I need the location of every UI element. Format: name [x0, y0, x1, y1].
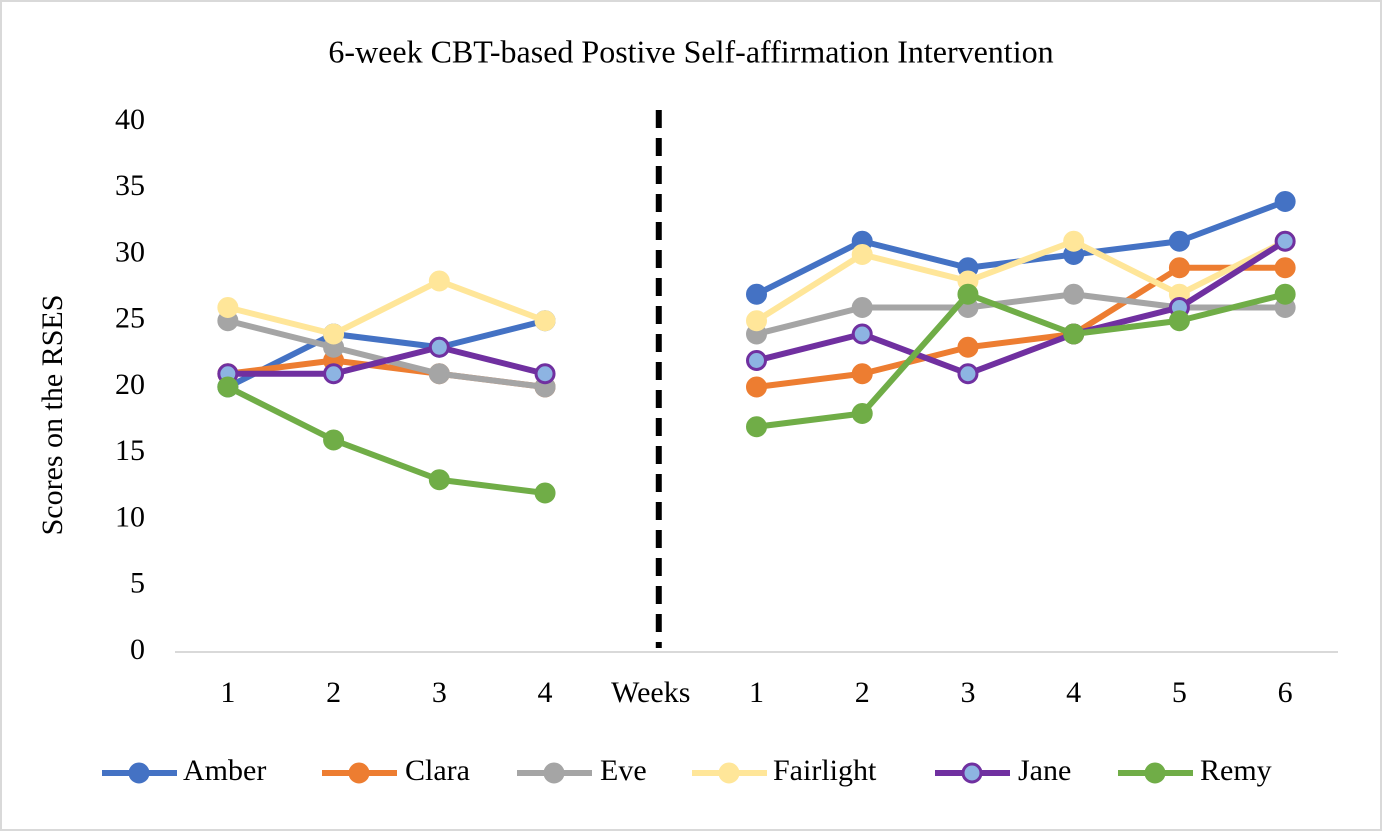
point [851, 244, 873, 265]
point [746, 283, 767, 305]
point [428, 363, 450, 385]
legend-marker [128, 762, 150, 784]
x-tick-label: 4 [538, 676, 553, 709]
x-tick-label: 2 [855, 676, 870, 709]
y-tick-label: 15 [115, 434, 145, 467]
x-tick-label: 1 [220, 676, 235, 709]
legend-label: Clara [405, 754, 470, 787]
point [851, 403, 873, 424]
legend-marker [718, 762, 740, 784]
x-tick-label: 1 [749, 676, 764, 709]
point [746, 376, 767, 398]
point [217, 297, 239, 318]
chart-title: 6-week CBT-based Postive Self-affirmatio… [328, 33, 1053, 69]
point [428, 336, 450, 358]
y-tick-label: 0 [130, 633, 145, 666]
legend-marker [961, 762, 983, 784]
point [957, 363, 979, 385]
x-tick-label: Weeks [611, 676, 690, 709]
legend-marker [543, 762, 565, 784]
point [746, 416, 767, 438]
x-tick-label: 6 [1278, 676, 1293, 709]
point [746, 310, 767, 332]
y-tick-label: 40 [115, 103, 145, 136]
x-tick-label: 3 [960, 676, 975, 709]
point [851, 323, 873, 345]
legend-label: Remy [1200, 754, 1272, 787]
point [1063, 323, 1085, 345]
y-tick-label: 30 [115, 235, 145, 268]
point [746, 350, 767, 371]
series-line [227, 238, 1287, 377]
point [323, 323, 345, 345]
x-tick-label: 4 [1066, 676, 1081, 709]
legend-label: Amber [183, 754, 266, 787]
x-tick-label: 2 [326, 676, 341, 709]
series-line [227, 238, 1287, 337]
point [1274, 191, 1296, 212]
point [534, 310, 556, 332]
legend-marker [1144, 762, 1166, 784]
point [1168, 257, 1190, 279]
y-tick-label: 5 [130, 567, 145, 600]
point [851, 297, 873, 318]
point [1063, 230, 1085, 252]
legend-label: Fairlight [773, 754, 877, 787]
point [1168, 310, 1190, 332]
point [534, 363, 556, 385]
y-tick-label: 20 [115, 368, 145, 401]
point [217, 376, 239, 398]
series-line [226, 291, 1286, 496]
point [1168, 230, 1190, 252]
y-tick-label: 10 [115, 500, 145, 533]
point [428, 270, 450, 292]
legend-label: Eve [600, 754, 647, 787]
point [1063, 283, 1085, 305]
point [534, 482, 556, 504]
x-tick-label: 5 [1172, 676, 1187, 709]
x-tick-label: 3 [432, 676, 447, 709]
point [428, 469, 450, 491]
y-tick-label: 25 [115, 302, 145, 335]
point [1274, 257, 1296, 279]
y-tick-label: 35 [115, 169, 145, 202]
point [957, 336, 979, 358]
point [1274, 230, 1296, 252]
point [323, 363, 345, 385]
legend-label: Jane [1018, 754, 1071, 787]
legend-marker [348, 762, 370, 784]
y-axis-label: Scores on the RSES [36, 295, 69, 536]
point [1274, 283, 1296, 305]
point [323, 429, 345, 451]
point [851, 363, 873, 385]
point [957, 283, 979, 305]
